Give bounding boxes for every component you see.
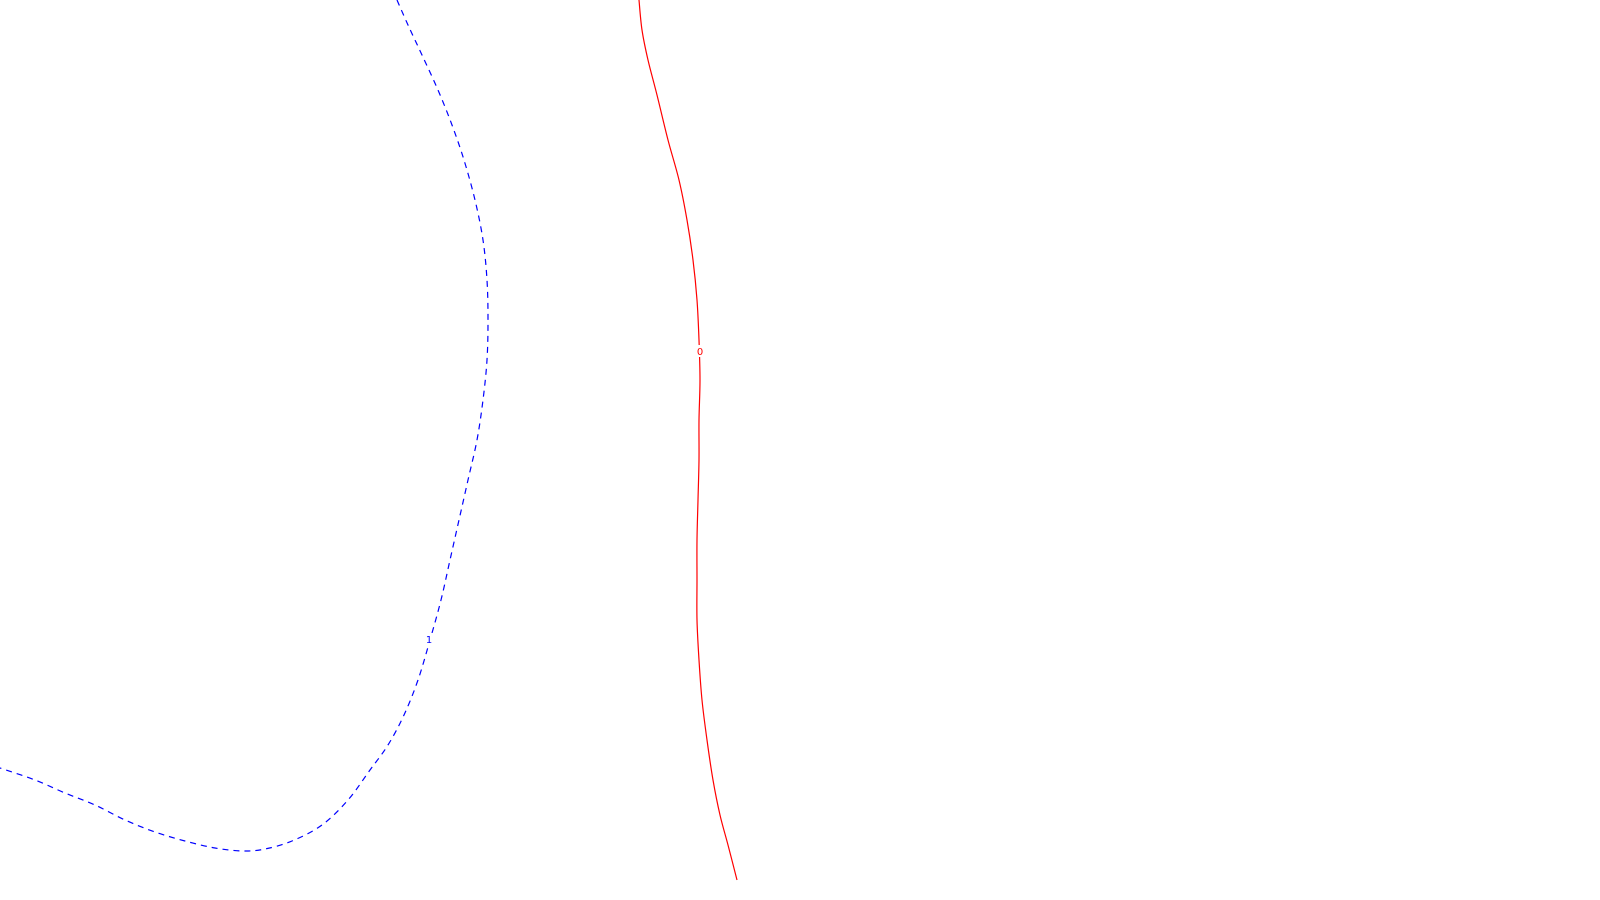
contour-series-0: 0 [638, 0, 738, 881]
contour-label-background [425, 633, 433, 645]
contour-label-1: 1 [426, 635, 432, 646]
contour-series-1: 1 [0, 0, 489, 852]
contour-line-1 [0, 0, 489, 852]
contour-label-0: 0 [697, 347, 703, 358]
contour-label-background [696, 345, 704, 357]
contour-line-0 [638, 0, 738, 881]
